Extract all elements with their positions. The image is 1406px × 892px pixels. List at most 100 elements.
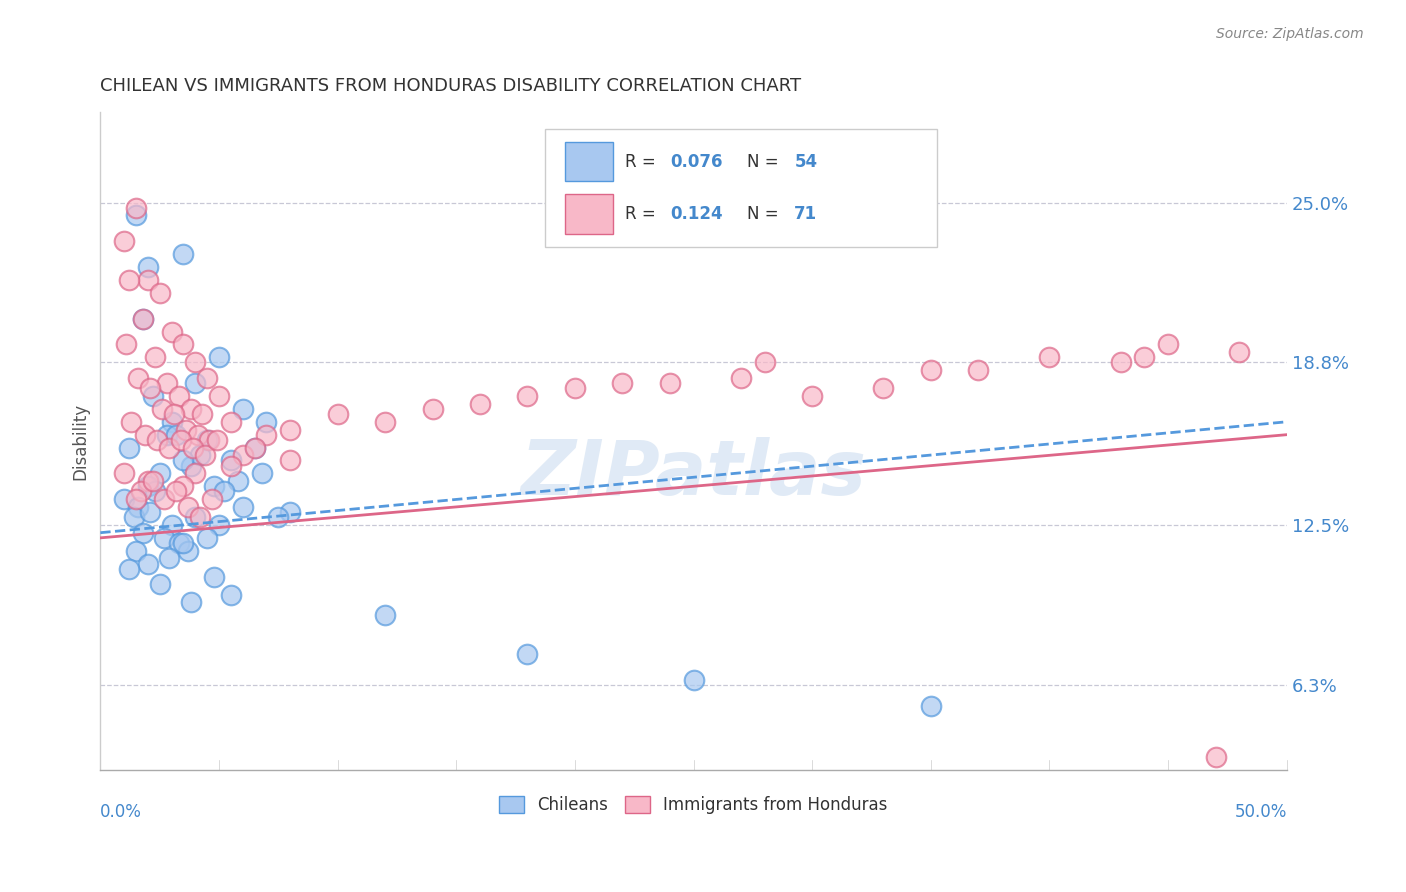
Point	[374, 415, 396, 429]
Point	[143, 484, 166, 499]
Point	[219, 588, 242, 602]
Point	[136, 479, 159, 493]
Text: R =: R =	[624, 205, 661, 223]
Point	[160, 325, 183, 339]
Point	[188, 510, 211, 524]
Text: N =: N =	[747, 153, 783, 170]
Point	[232, 448, 254, 462]
Point	[195, 531, 218, 545]
Point	[184, 376, 207, 390]
Point	[219, 453, 242, 467]
Point	[132, 311, 155, 326]
Text: Source: ZipAtlas.com: Source: ZipAtlas.com	[1216, 27, 1364, 41]
Point	[243, 441, 266, 455]
Point	[143, 351, 166, 365]
Point	[153, 492, 176, 507]
Point	[180, 458, 202, 473]
Point	[1205, 750, 1227, 764]
Point	[208, 518, 231, 533]
Point	[872, 381, 894, 395]
Point	[112, 467, 135, 481]
Point	[184, 510, 207, 524]
Point	[157, 551, 180, 566]
Point	[149, 285, 172, 300]
Point	[139, 381, 162, 395]
Point	[125, 543, 148, 558]
Point	[278, 453, 301, 467]
Point	[278, 505, 301, 519]
Point	[156, 427, 179, 442]
Point	[208, 389, 231, 403]
Point	[172, 247, 194, 261]
Point	[250, 467, 273, 481]
Point	[136, 260, 159, 274]
Point	[180, 401, 202, 416]
Text: ZIPatlas: ZIPatlas	[520, 437, 866, 511]
Point	[163, 407, 186, 421]
Point	[160, 415, 183, 429]
Point	[422, 401, 444, 416]
Text: N =: N =	[747, 205, 783, 223]
Point	[165, 484, 187, 499]
Point	[208, 351, 231, 365]
Point	[243, 441, 266, 455]
Point	[181, 441, 204, 455]
Point	[157, 441, 180, 455]
Point	[219, 458, 242, 473]
Point	[125, 492, 148, 507]
Point	[232, 401, 254, 416]
Point	[136, 557, 159, 571]
Bar	[565, 194, 613, 234]
Point	[205, 433, 228, 447]
Point	[198, 433, 221, 447]
Point	[172, 337, 194, 351]
Point	[127, 371, 149, 385]
Point	[125, 201, 148, 215]
Point	[219, 415, 242, 429]
Point	[156, 376, 179, 390]
Point	[682, 673, 704, 687]
Point	[149, 467, 172, 481]
Point	[730, 371, 752, 385]
Point	[967, 363, 990, 377]
Point	[180, 595, 202, 609]
Point	[170, 433, 193, 447]
Point	[118, 441, 141, 455]
Point	[174, 423, 197, 437]
Point	[1157, 337, 1180, 351]
Point	[139, 505, 162, 519]
Point	[112, 492, 135, 507]
Point	[195, 371, 218, 385]
Text: 0.124: 0.124	[669, 205, 723, 223]
Point	[612, 376, 634, 390]
Point	[167, 536, 190, 550]
Point	[374, 608, 396, 623]
Point	[118, 562, 141, 576]
Point	[188, 448, 211, 462]
Point	[658, 376, 681, 390]
Point	[226, 474, 249, 488]
Point	[172, 536, 194, 550]
Point	[132, 311, 155, 326]
Point	[920, 698, 942, 713]
Point	[177, 500, 200, 514]
Point	[125, 209, 148, 223]
Point	[212, 484, 235, 499]
Point	[1109, 355, 1132, 369]
Point	[516, 389, 538, 403]
Point	[1227, 345, 1250, 359]
Point	[187, 427, 209, 442]
Point	[202, 569, 225, 583]
Point	[754, 355, 776, 369]
Point	[150, 401, 173, 416]
Point	[141, 389, 163, 403]
Text: 0.0%: 0.0%	[100, 803, 142, 821]
Text: 50.0%: 50.0%	[1234, 803, 1286, 821]
Point	[191, 407, 214, 421]
Point	[256, 415, 278, 429]
Point	[184, 355, 207, 369]
Point	[516, 647, 538, 661]
Point	[129, 484, 152, 499]
Point	[132, 525, 155, 540]
Point	[267, 510, 290, 524]
